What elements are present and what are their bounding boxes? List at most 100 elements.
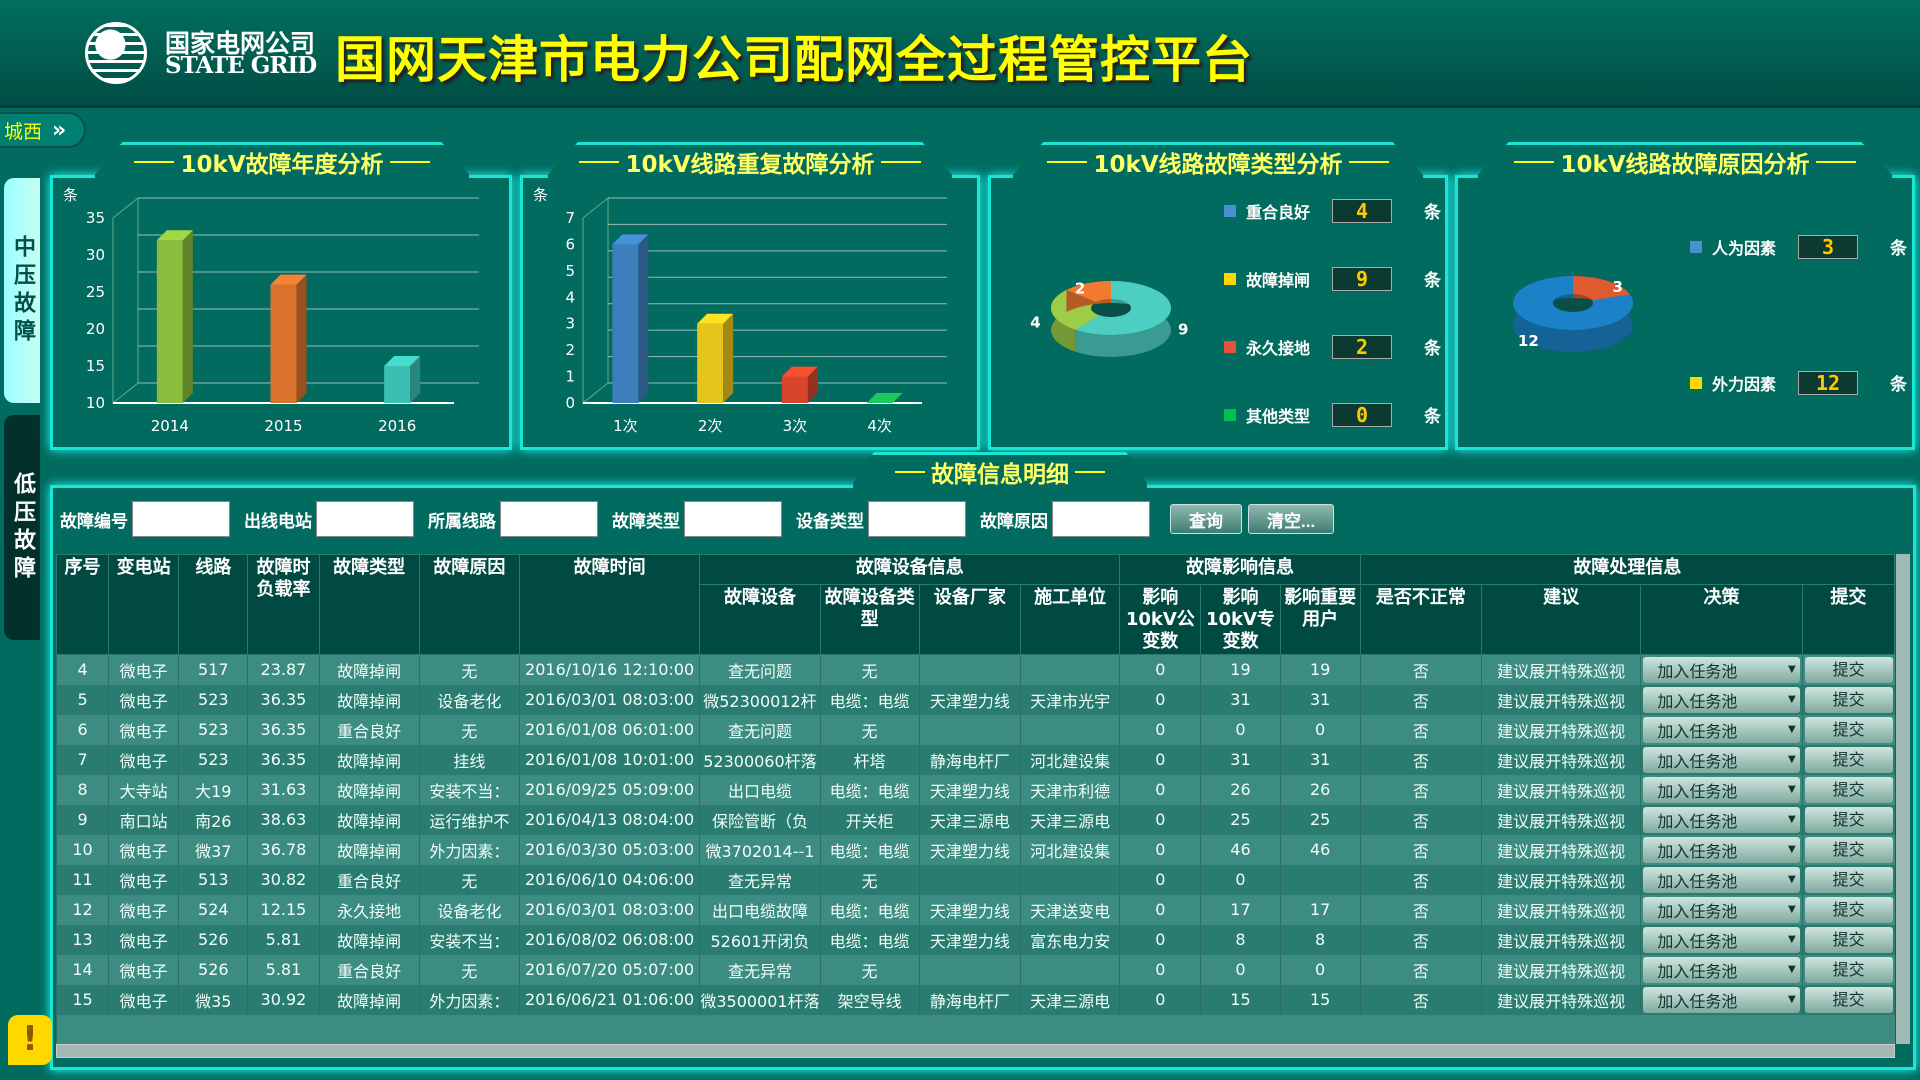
clear-button[interactable]: 清空... (1248, 504, 1335, 534)
decision-dropdown[interactable]: 加入任务池 ▼ (1643, 776, 1800, 803)
submit-button[interactable]: 提交 (1804, 746, 1893, 773)
dropdown-value: 加入任务池 (1657, 991, 1738, 1011)
submit-button[interactable]: 提交 (1804, 656, 1893, 683)
legend-label: 其他类型 (1246, 406, 1311, 426)
query-button[interactable]: 查询 (1170, 504, 1242, 534)
dropdown-value: 加入任务池 (1657, 781, 1738, 801)
cell: 无 (819, 714, 920, 745)
sidebar-tab-low-voltage[interactable]: 低压故障 (4, 415, 40, 640)
filter-input[interactable] (684, 501, 782, 537)
cell: 否 (1359, 984, 1482, 1015)
group-header: 故障处理信息 (1359, 554, 1895, 585)
decision-dropdown[interactable]: 加入任务池 ▼ (1643, 656, 1800, 683)
filter-input[interactable] (1052, 501, 1150, 537)
cell: 建议展开特殊巡视 (1480, 684, 1641, 715)
bar-1次 (612, 234, 649, 403)
cell: 微电子 (108, 834, 179, 865)
cell: 故障掉闸 (318, 924, 420, 955)
decision-dropdown[interactable]: 加入任务池 ▼ (1643, 956, 1800, 983)
cell: 天津塑力线 (918, 774, 1021, 805)
cell: 0 (1119, 954, 1201, 985)
cell: 0 (1119, 804, 1201, 835)
unit-label: 条 (1890, 239, 1908, 259)
decision-dropdown[interactable]: 加入任务池 ▼ (1643, 716, 1800, 743)
decision-dropdown[interactable]: 加入任务池 ▼ (1643, 926, 1800, 953)
cell: 25 (1200, 804, 1281, 835)
x-tick-label: 2016 (378, 417, 416, 435)
cell: 否 (1359, 954, 1482, 985)
slice-人为因素 (1573, 276, 1631, 301)
table-row[interactable]: 15 微电子 微35 30.92 故障掉闸 外力因素： 2016/06/21 01:06:0… (56, 984, 1895, 1015)
sidebar-tab-medium-voltage[interactable]: 中压故障 (4, 178, 40, 403)
cell: 建议展开特殊巡视 (1480, 894, 1641, 925)
decision-dropdown[interactable]: 加入任务池 ▼ (1643, 866, 1800, 893)
horizontal-scrollbar[interactable] (56, 1044, 1895, 1058)
submit-button[interactable]: 提交 (1804, 956, 1893, 983)
cell: 2016/07/20 05:07:00 (518, 954, 700, 985)
alert-icon[interactable]: ! (8, 1015, 52, 1065)
table-row[interactable]: 10 微电子 微37 36.78 故障掉闸 外力因素： 2016/03/30 05:03:0… (56, 834, 1895, 865)
submit-button[interactable]: 提交 (1804, 926, 1893, 953)
decision-dropdown[interactable]: 加入任务池 ▼ (1643, 686, 1800, 713)
filter-input[interactable] (316, 501, 414, 537)
annual-fault-bar-chart: 条 10 15 20 25 30 35 2014 2015 2016 (63, 186, 479, 435)
legend-swatch (1690, 240, 1702, 253)
submit-button[interactable]: 提交 (1804, 716, 1893, 743)
cell: 46 (1279, 834, 1361, 865)
submit-button[interactable]: 提交 (1804, 806, 1893, 833)
submit-button[interactable]: 提交 (1804, 896, 1893, 923)
table-row[interactable]: 8 大寺站 大19 31.63 故障掉闸 安装不当： 2016/09/25 05:09:00… (56, 774, 1895, 805)
submit-button[interactable]: 提交 (1804, 836, 1893, 863)
table-row[interactable]: 11 微电子 513 30.82 重合良好无 2016/06/10 04:06:00 查无异… (56, 864, 1895, 895)
vertical-scrollbar[interactable] (1896, 554, 1910, 1044)
legend-item: 永久接地 2 条 (1224, 334, 1441, 359)
cell: 重合良好 (318, 954, 420, 985)
cell: 南口站 (108, 804, 179, 835)
count-display: 2 (1332, 334, 1393, 359)
cell: 19 (1200, 654, 1281, 685)
cell: 30.82 (247, 864, 320, 895)
region-selector[interactable]: 城西 » (0, 112, 86, 148)
cell: 0 (1119, 924, 1201, 955)
panel-title: 10kV故障年度分析 (92, 142, 472, 178)
decision-dropdown[interactable]: 加入任务池 ▼ (1643, 896, 1800, 923)
filter-input[interactable] (132, 501, 230, 537)
dropdown-value: 加入任务池 (1657, 691, 1738, 711)
submit-button[interactable]: 提交 (1804, 686, 1893, 713)
cell: 17 (1200, 894, 1281, 925)
cell: 31 (1200, 684, 1281, 715)
filter-input[interactable] (500, 501, 598, 537)
submit-button[interactable]: 提交 (1804, 986, 1893, 1013)
cell: 526 (178, 924, 248, 955)
count-display: 12 (1798, 370, 1859, 395)
y-tick-label: 15 (86, 357, 105, 375)
slice-外力因素 (1513, 276, 1633, 330)
filter-input[interactable] (868, 501, 966, 537)
submit-button[interactable]: 提交 (1804, 866, 1893, 893)
double-chevron-right-icon[interactable]: » (52, 117, 67, 143)
cell: 12 (56, 894, 109, 925)
decision-dropdown[interactable]: 加入任务池 ▼ (1643, 836, 1800, 863)
table-row[interactable]: 6 微电子 523 36.35 重合良好无 2016/01/08 06:01:00 查无问题… (56, 714, 1895, 745)
table-row[interactable]: 14 微电子 526 5.81 重合良好无 2016/07/20 05:07:00 查无异常… (56, 954, 1895, 985)
decision-dropdown[interactable]: 加入任务池 ▼ (1643, 986, 1800, 1013)
table-row[interactable]: 9 南口站 南26 38.63 故障掉闸 运行维护不 2016/04/13 08:04:00… (56, 804, 1895, 835)
legend-swatch (1224, 272, 1236, 285)
table-row[interactable]: 12 微电子 524 12.15 永久接地 设备老化 2016/03/01 08:03:00… (56, 894, 1895, 925)
table-row[interactable]: 4 微电子 517 23.87 故障掉闸无 2016/10/16 12:10:00 查无问题… (56, 654, 1895, 685)
table-row[interactable]: 13 微电子 526 5.81 故障掉闸 安装不当： 2016/08/02 06:08:00… (56, 924, 1895, 955)
cell: 天津塑力线 (918, 684, 1021, 715)
submit-button[interactable]: 提交 (1804, 776, 1893, 803)
y-tick-label: 20 (86, 320, 105, 338)
cell: 30.92 (247, 984, 320, 1015)
cell: 微电子 (108, 714, 179, 745)
filter-label: 设备类型 (796, 511, 864, 532)
decision-dropdown[interactable]: 加入任务池 ▼ (1643, 746, 1800, 773)
dropdown-arrow-icon: ▼ (1787, 874, 1796, 885)
table-row[interactable]: 7 微电子 523 36.35 故障掉闸 挂线 2016/01/08 10:01:00 523… (56, 744, 1895, 775)
cell: 天津三源电 (1019, 804, 1120, 835)
cell: 电缆：电缆 (819, 774, 920, 805)
decision-dropdown[interactable]: 加入任务池 ▼ (1643, 806, 1800, 833)
cell: 故障掉闸 (318, 744, 420, 775)
table-row[interactable]: 5 微电子 523 36.35 故障掉闸 设备老化 2016/03/01 08:03:00 微… (56, 684, 1895, 715)
